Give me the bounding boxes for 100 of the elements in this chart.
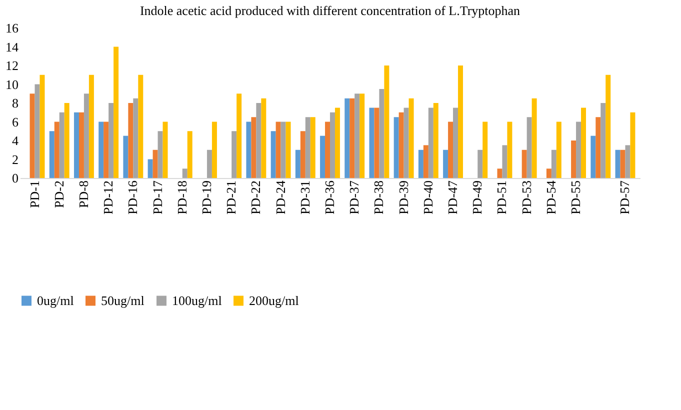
- bar: [482, 122, 488, 178]
- x-tick-label: PD-36: [322, 180, 337, 214]
- bar: [138, 74, 144, 178]
- x-tick-label: PD-49: [470, 180, 485, 214]
- bar: [276, 122, 281, 178]
- x-tick-label: PD-55: [568, 180, 584, 214]
- x-tick-label: PD-19: [198, 180, 214, 214]
- bar: [246, 122, 252, 178]
- bar: [320, 136, 326, 178]
- bar: [360, 94, 365, 178]
- x-tick-label: PD-18: [174, 180, 190, 214]
- bar: [108, 103, 114, 178]
- bar: [261, 98, 266, 178]
- bar: [74, 112, 79, 178]
- y-tick-label: 10: [6, 76, 18, 92]
- bar: [458, 66, 463, 178]
- x-tick-label: PD-37: [346, 180, 362, 214]
- bar: [418, 150, 424, 178]
- bar: [88, 74, 94, 178]
- chart-title: Indole acetic acid produced with different concentration of L.Tryptophan: [140, 3, 521, 18]
- bar: [522, 150, 527, 178]
- bar: [571, 140, 576, 178]
- bar: [300, 131, 306, 178]
- bar: [104, 122, 109, 178]
- bar: [64, 103, 70, 178]
- legend-label: 50ug/ml: [101, 292, 145, 308]
- bar: [443, 150, 448, 178]
- y-tick-label: 12: [6, 58, 18, 73]
- bar: [374, 108, 380, 178]
- bar: [398, 112, 404, 178]
- x-tick-label: PD-54: [543, 180, 558, 214]
- bar: [600, 103, 606, 178]
- bar: [286, 122, 291, 178]
- y-tick-label: 14: [6, 39, 19, 54]
- x-tick-label: PD-57: [617, 180, 632, 214]
- bar: [596, 117, 601, 178]
- x-tick-label: PD-53: [518, 180, 534, 214]
- bar: [379, 88, 384, 178]
- bar: [394, 117, 399, 178]
- x-tick-label: PD-22: [248, 180, 264, 214]
- bar: [40, 74, 45, 178]
- bar: [325, 122, 330, 178]
- x-tick-label: PD-1: [26, 180, 42, 208]
- bar: [114, 46, 119, 178]
- bar: [162, 122, 168, 178]
- bar: [369, 108, 374, 178]
- bar: [182, 168, 188, 178]
- legend-label: 100ug/ml: [172, 292, 222, 308]
- y-tick-label: 2: [12, 152, 18, 167]
- x-tick-label: PD-21: [224, 180, 239, 214]
- x-tick-label: PD-40: [420, 180, 436, 214]
- bar: [428, 108, 434, 178]
- bar: [384, 66, 390, 178]
- bar: [620, 150, 626, 178]
- bar: [497, 168, 502, 178]
- bar: [590, 136, 596, 178]
- bar: [423, 145, 428, 178]
- bar: [404, 108, 409, 178]
- bar: [295, 150, 300, 178]
- y-tick-label: 4: [12, 133, 19, 148]
- bar: [576, 122, 582, 178]
- bar: [59, 112, 64, 178]
- bar: [84, 94, 89, 178]
- x-tick-label: PD-2: [51, 180, 66, 208]
- bar: [606, 74, 611, 178]
- bar: [232, 131, 237, 178]
- bar: [310, 117, 316, 178]
- bar: [630, 112, 636, 178]
- bar: [408, 98, 414, 178]
- bar: [354, 94, 360, 178]
- bar: [206, 150, 212, 178]
- bar: [334, 108, 340, 178]
- x-tick-label: PD-12: [100, 180, 116, 214]
- bar: [625, 145, 630, 178]
- bar: [54, 122, 60, 178]
- x-tick-label: PD-31: [297, 180, 312, 214]
- bar: [98, 122, 104, 178]
- legend-label: 0ug/ml: [37, 292, 74, 308]
- bar: [581, 108, 586, 178]
- bar: [344, 98, 350, 178]
- bar: [350, 98, 355, 178]
- bar: [128, 103, 134, 178]
- x-tick-label: PD-39: [396, 180, 411, 214]
- bar: [478, 150, 483, 178]
- bar: [152, 150, 158, 178]
- y-tick-label: 0: [12, 170, 18, 186]
- legend-label: 200ug/ml: [249, 292, 300, 308]
- bar: [532, 98, 537, 178]
- y-tick-label: 16: [6, 20, 19, 36]
- x-tick-label: PD-51: [494, 180, 510, 214]
- bar: [433, 103, 438, 178]
- bar: [236, 94, 242, 178]
- bar: [148, 159, 153, 178]
- bar: [123, 136, 128, 178]
- x-tick-label: PD-24: [272, 180, 288, 214]
- bar: [453, 108, 458, 178]
- bar: [256, 103, 262, 178]
- bar: [251, 117, 256, 178]
- bar: [133, 98, 138, 178]
- bar: [78, 112, 84, 178]
